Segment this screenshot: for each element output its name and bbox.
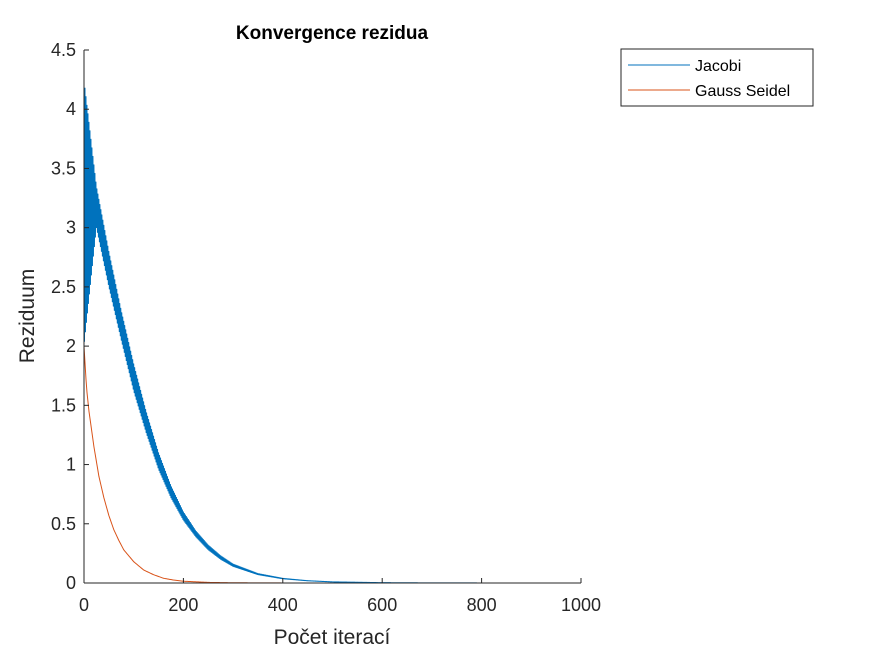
y-tick-label: 0 [66, 573, 76, 593]
y-tick-label: 4.5 [51, 40, 76, 60]
x-tick-label: 0 [79, 595, 89, 615]
y-tick-label: 1.5 [51, 395, 76, 415]
plot-background [84, 50, 581, 583]
y-tick-label: 2 [66, 336, 76, 356]
y-ticks: 0 0.5 1 1.5 2 2.5 3 3.5 4 4.5 [51, 40, 89, 593]
y-tick-label: 3.5 [51, 158, 76, 178]
x-tick-label: 400 [268, 595, 298, 615]
x-tick-label: 800 [467, 595, 497, 615]
y-tick-label: 4 [66, 99, 76, 119]
chart-title: Konvergence rezidua [236, 23, 429, 44]
x-tick-label: 600 [367, 595, 397, 615]
x-tick-label: 200 [168, 595, 198, 615]
y-tick-label: 3 [66, 218, 76, 238]
legend-box [620, 48, 814, 107]
y-axis-label: Reziduum [16, 269, 39, 364]
x-axis-label: Počet iterací [274, 626, 391, 649]
legend-label-jacobi: Jacobi [695, 58, 741, 75]
legend-label-gauss-seidel: Gauss Seidel [695, 83, 790, 100]
x-ticks: 0 200 400 600 800 1000 [79, 578, 601, 615]
x-tick-label: 1000 [561, 595, 601, 615]
legend: Jacobi Gauss Seidel [620, 48, 814, 107]
y-tick-label: 1 [66, 455, 76, 475]
y-tick-label: 2.5 [51, 277, 76, 297]
y-tick-label: 0.5 [51, 514, 76, 534]
